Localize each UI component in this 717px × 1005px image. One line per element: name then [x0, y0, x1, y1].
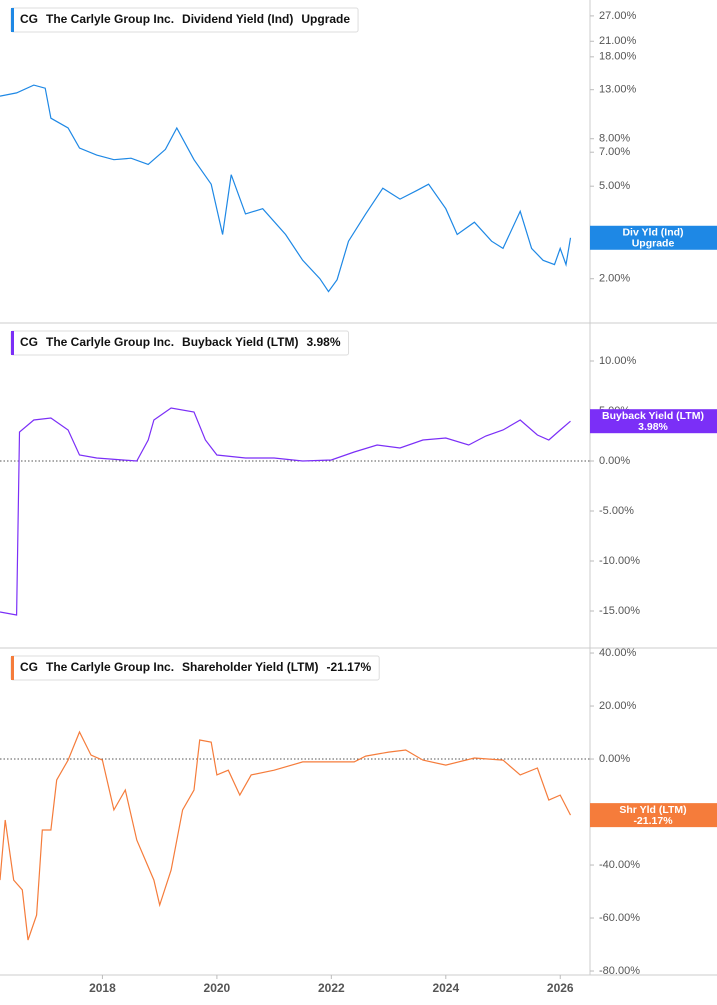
badge-value: 3.98%	[638, 421, 668, 433]
series-line	[0, 84, 572, 293]
badge-label: Shr Yld (LTM)	[619, 804, 686, 816]
value-badge	[590, 225, 717, 250]
y-tick-label: -15.00%	[599, 605, 640, 617]
legend-text: Dividend Yield (Ind)	[182, 12, 293, 26]
y-tick-label: 10.00%	[599, 355, 637, 367]
y-tick-label: 0.00%	[599, 455, 630, 467]
legend-text: CG	[20, 660, 38, 674]
y-tick-label: -40.00%	[599, 859, 640, 871]
legend-text: CG	[20, 12, 38, 26]
x-tick-label: 2026	[547, 981, 574, 995]
legend-text: Upgrade	[301, 12, 350, 26]
y-tick-label: 7.00%	[599, 146, 630, 158]
legend-text: -21.17%	[327, 660, 372, 674]
legend-text: CG	[20, 335, 38, 349]
badge-value: -21.17%	[633, 815, 673, 827]
legend-text: Shareholder Yield (LTM)	[182, 660, 318, 674]
x-tick-label: 2020	[204, 981, 231, 995]
legend-text: 3.98%	[307, 335, 341, 349]
y-tick-label: 18.00%	[599, 51, 637, 63]
legend-text: Buyback Yield (LTM)	[182, 335, 298, 349]
y-tick-label: 21.00%	[599, 35, 637, 47]
y-tick-label: 20.00%	[599, 700, 637, 712]
series-line	[0, 730, 572, 941]
x-tick-label: 2022	[318, 981, 345, 995]
legend: CG The Carlyle Group Inc. Shareholder Yiel…	[10, 655, 380, 681]
x-tick-label: 2024	[432, 981, 459, 995]
badge-value: Upgrade	[632, 238, 675, 250]
legend-text: The Carlyle Group Inc.	[46, 335, 174, 349]
series-line	[0, 407, 571, 616]
x-tick-label: 2018	[89, 981, 116, 995]
legend-text: The Carlyle Group Inc.	[46, 660, 174, 674]
y-tick-label: -5.00%	[599, 505, 634, 517]
badge-label: Div Yld (Ind)	[622, 227, 683, 239]
y-tick-label: 27.00%	[599, 10, 637, 22]
y-tick-label: 0.00%	[599, 753, 630, 765]
y-tick-label: 5.00%	[599, 180, 630, 192]
legend-swatch	[11, 656, 14, 680]
legend-swatch	[11, 331, 14, 355]
legend: CG The Carlyle Group Inc. Buyback Yield (L…	[10, 330, 350, 356]
value-badge	[590, 409, 717, 434]
y-tick-label: 2.00%	[599, 273, 630, 285]
y-tick-label: 8.00%	[599, 133, 630, 145]
y-tick-label: -60.00%	[599, 912, 640, 924]
y-tick-label: -80.00%	[599, 965, 640, 977]
legend-swatch	[11, 8, 14, 32]
legend: CG The Carlyle Group Inc. Dividend Yield (…	[10, 7, 359, 33]
y-tick-label: 40.00%	[599, 647, 637, 659]
y-tick-label: -10.00%	[599, 555, 640, 567]
value-badge	[590, 803, 717, 828]
badge-label: Buyback Yield (LTM)	[602, 410, 704, 422]
legend-text: The Carlyle Group Inc.	[46, 12, 174, 26]
y-tick-label: 13.00%	[599, 84, 637, 96]
